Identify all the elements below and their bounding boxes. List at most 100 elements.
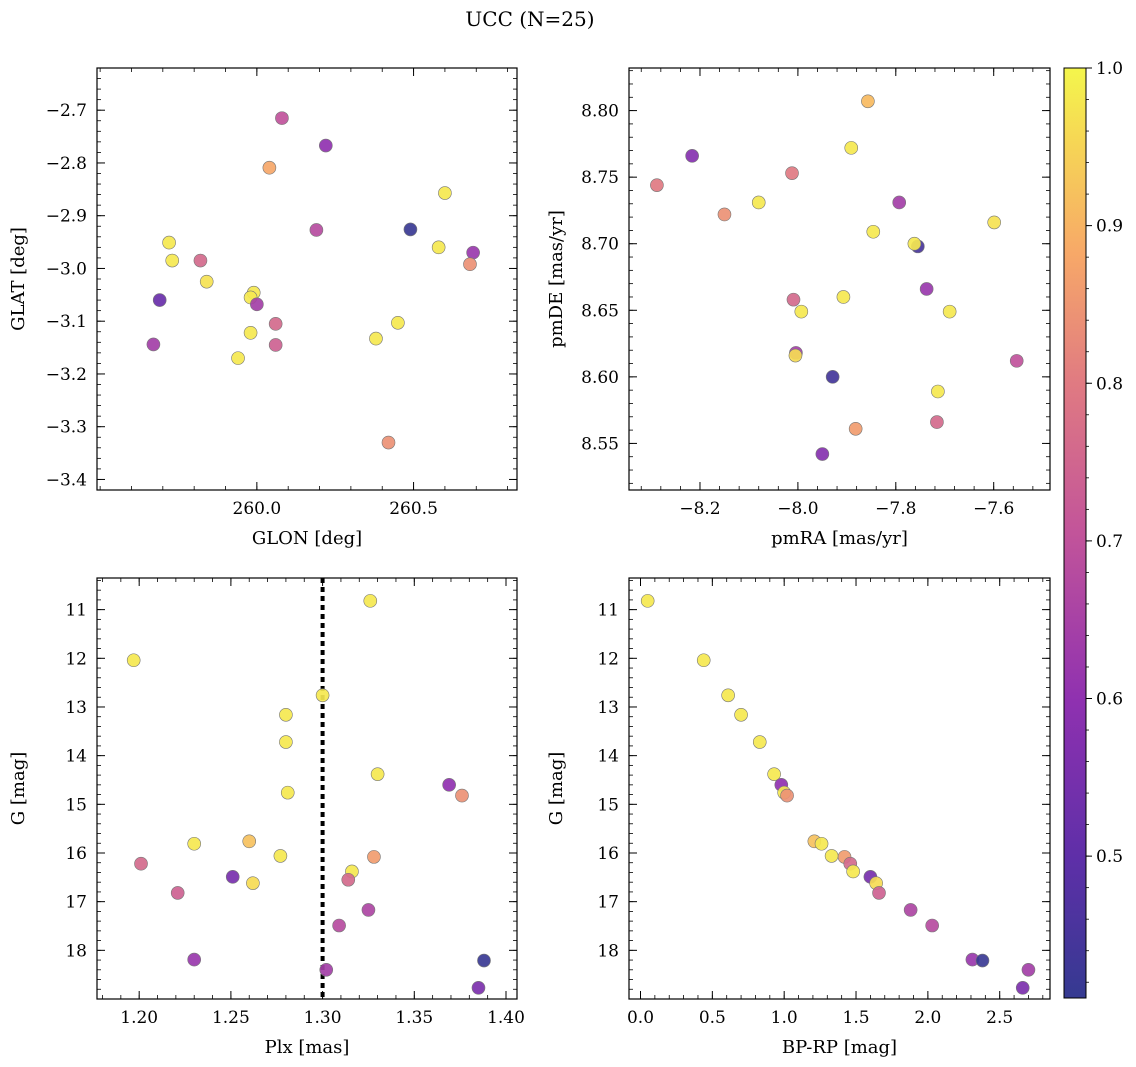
- data-point: [134, 856, 148, 871]
- y-tick-label: 16: [65, 844, 87, 864]
- data-point: [930, 415, 944, 429]
- data-point: [187, 952, 202, 967]
- data-point: [170, 886, 185, 900]
- data-point: [309, 223, 324, 237]
- y-tick-label: 14: [65, 747, 87, 767]
- data-point: [199, 274, 214, 289]
- y-tick-label: −2.8: [46, 154, 87, 174]
- data-point: [369, 331, 383, 346]
- plot-frame: [628, 577, 1051, 1000]
- data-point: [734, 707, 748, 722]
- x-tick-label: −8.0: [777, 499, 818, 519]
- data-point: [319, 962, 334, 977]
- data-point: [824, 849, 839, 863]
- data-point: [751, 195, 766, 210]
- data-point: [1015, 981, 1030, 995]
- y-tick-label: 15: [597, 795, 619, 815]
- colorbar-tick-label: 0.8: [1096, 374, 1123, 394]
- colorbar-tick-label: 0.6: [1096, 690, 1123, 710]
- y-tick-label: 8.60: [581, 368, 619, 388]
- y-tick-label: 8.80: [581, 102, 619, 122]
- data-point: [455, 788, 469, 803]
- plot-frame: [96, 577, 518, 1000]
- data-point: [361, 903, 376, 917]
- data-point: [225, 870, 240, 884]
- y-tick-label: 8.55: [581, 434, 619, 454]
- x-tick-label: 260.0: [233, 499, 282, 519]
- y-tick-label: 14: [597, 747, 619, 767]
- y-tick-label: 13: [597, 698, 619, 718]
- data-point: [403, 222, 418, 237]
- y-tick-label: 12: [65, 649, 87, 669]
- data-point: [367, 850, 381, 864]
- x-tick-label: 1.40: [487, 1008, 525, 1028]
- data-point: [767, 767, 781, 781]
- panel-pmra-pmde: −8.2 −8.0 −7.8 −7.6 8.55 8.60 8.65 8.70 8.75 8.80…: [546, 67, 1051, 549]
- data-point: [752, 735, 767, 749]
- x-axis-label: GLON [deg]: [252, 528, 362, 549]
- data-point: [243, 326, 258, 340]
- y-tick-label: 12: [597, 649, 619, 669]
- x-tick-label: 1.30: [304, 1008, 342, 1028]
- data-point: [242, 834, 257, 849]
- data-point: [319, 138, 333, 153]
- data-point: [280, 785, 295, 800]
- x-tick-label: −8.2: [679, 499, 720, 519]
- data-point: [471, 981, 486, 995]
- x-tick-label: 1.0: [771, 1008, 798, 1028]
- data-point: [332, 918, 346, 933]
- data-point: [987, 215, 1001, 230]
- y-tick-label: 18: [65, 941, 87, 961]
- data-point: [640, 594, 655, 608]
- y-tick-label: 17: [597, 893, 619, 913]
- data-point: [370, 767, 385, 781]
- x-axis-label: Plx [mas]: [265, 1037, 350, 1058]
- colorbar-gradient: [1063, 67, 1087, 999]
- data-point: [279, 707, 293, 722]
- y-tick-label: −3.3: [46, 418, 87, 438]
- data-point: [1009, 354, 1024, 368]
- data-point: [903, 903, 918, 917]
- y-tick-label: 8.70: [581, 235, 619, 255]
- data-point: [794, 304, 809, 319]
- data-point: [268, 338, 283, 352]
- x-tick-label: 1.25: [212, 1008, 250, 1028]
- data-point: [892, 195, 907, 210]
- data-point: [919, 282, 934, 296]
- data-point: [438, 186, 452, 200]
- y-tick-label: 18: [597, 941, 619, 961]
- y-tick-label: 15: [65, 795, 87, 815]
- data-point: [931, 384, 945, 399]
- y-tick-label: 11: [597, 601, 619, 621]
- data-point: [925, 918, 939, 933]
- data-point: [907, 236, 922, 251]
- data-point: [788, 348, 803, 363]
- data-point: [165, 253, 180, 268]
- data-point: [341, 872, 356, 887]
- data-point: [246, 876, 260, 890]
- y-tick-label: −3.4: [46, 470, 87, 490]
- data-point: [872, 886, 886, 900]
- y-tick-label: −2.9: [46, 207, 87, 227]
- data-point: [844, 141, 859, 155]
- y-tick-label: 8.75: [581, 168, 619, 188]
- x-tick-label: −7.8: [875, 499, 916, 519]
- data-point: [193, 253, 208, 268]
- data-point: [825, 370, 840, 384]
- data-point: [477, 953, 491, 968]
- y-tick-label: 17: [65, 893, 87, 913]
- data-point: [866, 224, 881, 239]
- x-axis-label: pmRA [mas/yr]: [771, 528, 908, 549]
- data-point: [442, 778, 456, 792]
- y-tick-label: 13: [65, 698, 87, 718]
- panel-plx-g: 1.20 1.25 1.30 1.35 1.40 11 12 13 14 15 16 17 18 Plx …: [8, 577, 525, 1058]
- data-point: [231, 351, 245, 365]
- x-tick-label: 1.20: [120, 1008, 158, 1028]
- y-axis-label: G [mag]: [8, 752, 29, 825]
- data-point: [463, 257, 477, 272]
- x-axis-label: BP-RP [mag]: [782, 1037, 897, 1058]
- y-axis-label: G [mag]: [546, 752, 567, 825]
- panel-glon-glat: 260.0 260.5 −2.7 −2.8 −2.9 −3.0 −3.1 −3.2 −3.3 −3…: [8, 67, 518, 549]
- x-tick-label: 2.5: [986, 1008, 1013, 1028]
- data-point: [466, 245, 480, 260]
